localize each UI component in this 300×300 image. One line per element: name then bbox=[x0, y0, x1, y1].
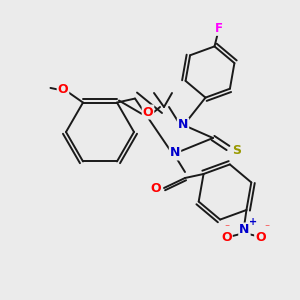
Text: ⁻: ⁻ bbox=[224, 223, 229, 233]
Text: N: N bbox=[170, 146, 180, 160]
Text: ⁻: ⁻ bbox=[264, 223, 269, 233]
Text: N: N bbox=[178, 118, 188, 131]
Text: O: O bbox=[151, 182, 161, 194]
Text: O: O bbox=[58, 83, 68, 96]
Text: +: + bbox=[249, 217, 258, 227]
Text: S: S bbox=[232, 143, 242, 157]
Text: O: O bbox=[143, 106, 153, 118]
Text: O: O bbox=[221, 232, 232, 244]
Text: F: F bbox=[214, 22, 223, 35]
Text: O: O bbox=[255, 232, 266, 244]
Text: N: N bbox=[239, 224, 250, 236]
